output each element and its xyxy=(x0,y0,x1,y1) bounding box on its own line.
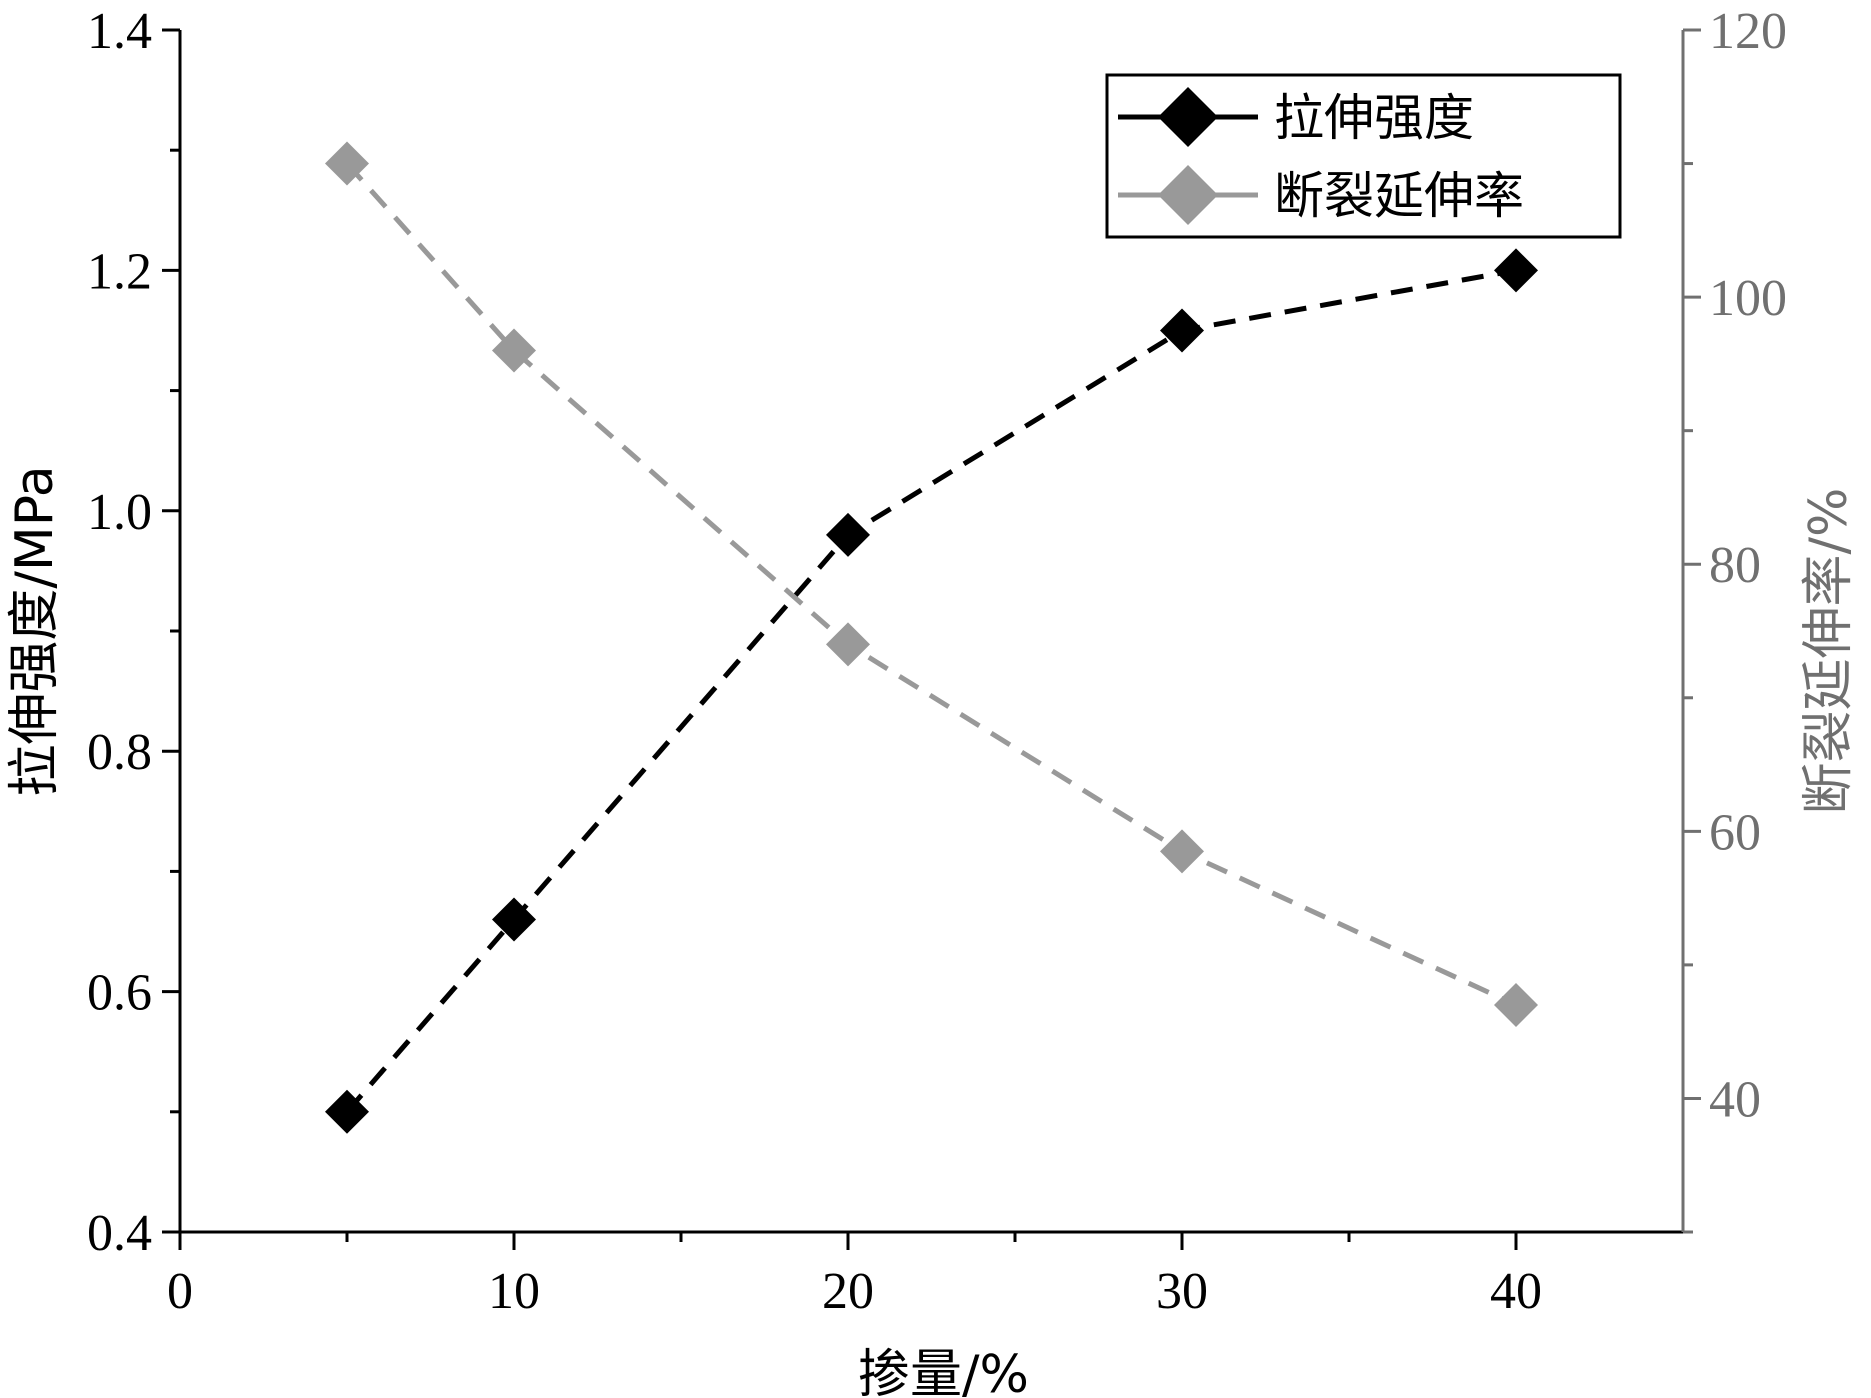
data-point-0 xyxy=(492,897,536,942)
y-right-axis-title: 断裂延伸率/% xyxy=(1799,488,1859,815)
axes: 0 10 20 30 40 0.4 0.6 0.8 1.0 1.2 1.4 40 60 80 100 120 xyxy=(87,3,1787,1320)
legend-label-1: 断裂延伸率 xyxy=(1274,167,1524,225)
y-right-tick-label: 40 xyxy=(1709,1071,1761,1128)
x-tick-label: 10 xyxy=(488,1263,540,1320)
data-point-1 xyxy=(325,141,369,186)
series-line-1 xyxy=(345,161,1518,1008)
data-point-1 xyxy=(492,328,536,373)
y-left-tick-label: 1.4 xyxy=(87,3,152,60)
series-line-0 xyxy=(345,267,1517,1114)
y-left-tick-label: 0.4 xyxy=(87,1205,152,1262)
axis-titles: 掺量/% 拉伸强度/MPa 断裂延伸率/% xyxy=(5,465,1859,1398)
y-left-tick-label: 1.2 xyxy=(87,243,152,300)
y-right-tick-label: 120 xyxy=(1709,3,1787,60)
y-left-tick-label: 1.0 xyxy=(87,484,152,541)
y-right-tick-label: 80 xyxy=(1709,537,1761,594)
x-axis-title: 掺量/% xyxy=(858,1345,1029,1398)
data-point-0 xyxy=(1494,248,1538,293)
x-tick-label: 20 xyxy=(822,1263,874,1320)
series-markers xyxy=(325,141,1538,1134)
data-point-1 xyxy=(826,622,870,667)
legend-marker-1 xyxy=(1158,165,1218,225)
data-point-0 xyxy=(826,512,870,557)
x-tick-label: 40 xyxy=(1490,1263,1542,1320)
data-point-0 xyxy=(1160,308,1204,353)
y-right-tick-label: 100 xyxy=(1709,270,1787,327)
x-tick-label: 0 xyxy=(167,1263,193,1320)
x-tick-label: 30 xyxy=(1156,1263,1208,1320)
series-lines xyxy=(345,161,1518,1114)
data-point-1 xyxy=(1494,982,1538,1027)
y-right-tick-label: 60 xyxy=(1709,804,1761,861)
data-point-0 xyxy=(325,1089,369,1134)
y-left-tick-label: 0.8 xyxy=(87,724,152,781)
y-left-tick-label: 0.6 xyxy=(87,965,152,1022)
y-left-axis-title: 拉伸强度/MPa xyxy=(5,465,65,796)
data-point-1 xyxy=(1160,829,1204,874)
legend-label-0: 拉伸强度 xyxy=(1274,89,1474,147)
legend-marker-0 xyxy=(1158,87,1218,147)
